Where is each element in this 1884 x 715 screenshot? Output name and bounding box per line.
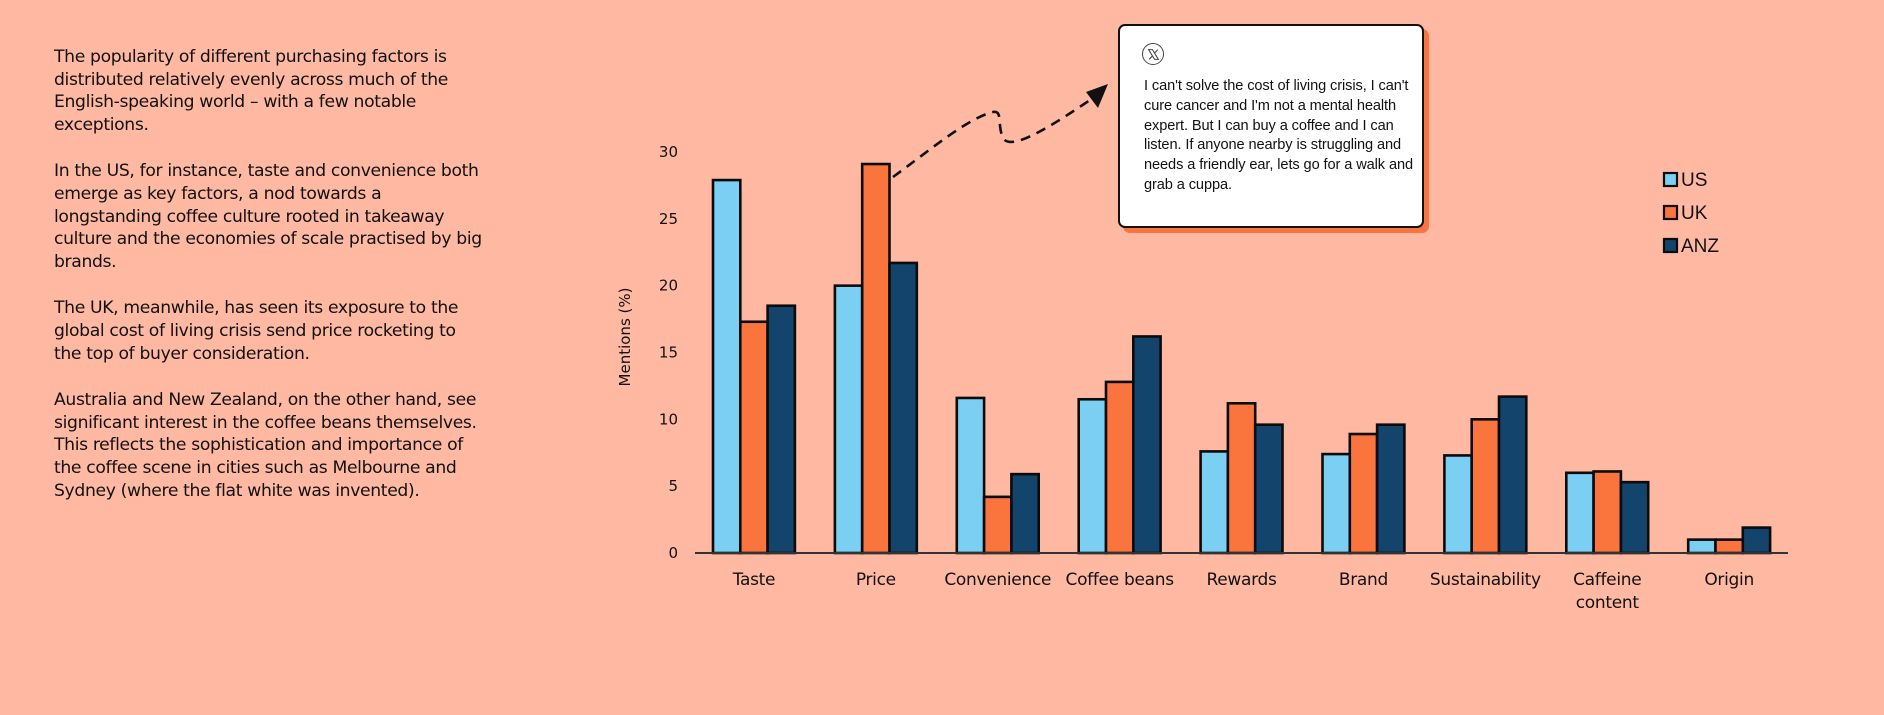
x-tick-label-line: Sustainability: [1430, 570, 1541, 590]
legend-swatch: [1662, 204, 1679, 221]
bar-anz: [1497, 395, 1528, 555]
x-tick-label-line: Coffee beans: [1066, 570, 1175, 590]
annotation-arrowhead-icon: [1086, 84, 1108, 108]
bar-us: [1321, 452, 1352, 555]
annotation-arrow-line: [892, 98, 1091, 179]
y-axis-title: Mentions (%): [616, 288, 634, 387]
bar-uk: [1348, 432, 1379, 555]
x-tick-label-line: Taste: [732, 570, 775, 590]
annotation-arrow: [892, 84, 1108, 179]
bar-uk: [1714, 538, 1745, 555]
bar-uk: [1592, 470, 1623, 555]
y-tick-label: 25: [659, 210, 678, 228]
bar-anz: [1375, 423, 1406, 555]
x-tick-label: Origin: [1704, 570, 1754, 590]
legend-item-us: US: [1662, 170, 1707, 191]
x-tick-label: Coffee beans: [1066, 570, 1175, 590]
bar-anz: [1741, 526, 1772, 555]
legend-label: ANZ: [1681, 236, 1719, 257]
y-tick-label: 20: [659, 277, 678, 295]
x-tick-label-line: content: [1576, 593, 1640, 613]
bar-group-sustainability: [1443, 395, 1528, 555]
x-tick-label-line: Origin: [1704, 570, 1754, 590]
bar-us: [955, 396, 986, 555]
bar-anz: [1619, 480, 1650, 555]
x-logo-glyph: [1147, 48, 1159, 60]
bar-us: [1686, 538, 1717, 555]
bar-us: [833, 284, 864, 555]
y-tick-label: 0: [668, 544, 678, 562]
bar-us: [711, 178, 742, 555]
bar-anz: [1253, 423, 1284, 555]
y-tick-label: 30: [659, 143, 678, 161]
y-tick-label: 10: [659, 410, 678, 428]
bar-uk: [1226, 401, 1257, 555]
legend: US UK ANZ: [1662, 170, 1719, 257]
x-tick-label: Caffeine content: [1573, 570, 1641, 613]
bar-group-convenience: [955, 396, 1041, 555]
bar-anz: [766, 304, 797, 555]
bar-group-coffee-beans: [1077, 335, 1162, 555]
bar-us: [1199, 450, 1230, 555]
x-tick-label: Convenience: [944, 570, 1051, 590]
y-axis: 0 5 10 15 20 25 30: [659, 143, 678, 562]
legend-item-uk: UK: [1662, 203, 1708, 224]
bar-anz: [1132, 335, 1162, 555]
bar-group-brand: [1321, 423, 1406, 555]
x-tick-label: Price: [856, 570, 896, 590]
narrative-paragraph: The popularity of different purchasing f…: [54, 47, 449, 135]
bar-uk: [1104, 380, 1135, 555]
x-axis-labels: Taste Price Convenience Coffee beans Rewards…: [732, 570, 1755, 613]
x-tick-label: Brand: [1339, 570, 1388, 590]
bar-us: [1443, 454, 1474, 555]
quote-card: I can't solve the cost of living crisis,…: [1118, 24, 1424, 228]
bar-anz: [888, 261, 919, 555]
legend-label: UK: [1681, 203, 1708, 224]
legend-swatch: [1662, 171, 1679, 188]
x-tick-label: Sustainability: [1430, 570, 1541, 590]
bar-anz: [1010, 472, 1041, 555]
bar-uk: [860, 162, 891, 555]
bar-group-caffeine-content: [1565, 470, 1650, 555]
bar-group-rewards: [1199, 401, 1284, 555]
bar-uk: [1470, 418, 1501, 555]
quote-text: I can't solve the cost of living crisis,…: [1144, 78, 1413, 193]
bar-group-taste: [711, 178, 797, 555]
x-tick-label-line: Caffeine: [1573, 570, 1641, 590]
bar-uk: [982, 495, 1013, 555]
narrative-paragraph: The UK, meanwhile, has seen its exposure…: [54, 298, 459, 364]
x-logo-icon[interactable]: [1142, 43, 1164, 65]
bar-uk: [738, 320, 769, 555]
y-tick-label: 5: [668, 477, 678, 495]
bar-us: [1077, 397, 1108, 555]
x-tick-label-line: Brand: [1339, 570, 1388, 590]
x-tick-label: Rewards: [1207, 570, 1278, 590]
x-tick-label: Taste: [732, 570, 775, 590]
y-tick-label: 15: [659, 344, 678, 362]
narrative-paragraph: In the US, for instance, taste and conve…: [54, 161, 482, 272]
x-tick-label-line: Rewards: [1207, 570, 1278, 590]
legend-label: US: [1681, 170, 1707, 191]
bar-us: [1565, 471, 1595, 555]
narrative-text: The popularity of different purchasing f…: [54, 46, 484, 526]
x-tick-label-line: Price: [856, 570, 896, 590]
legend-item-anz: ANZ: [1662, 236, 1719, 257]
bar-group-price: [833, 162, 919, 555]
bar-group-origin: [1686, 526, 1772, 555]
narrative-paragraph: Australia and New Zealand, on the other …: [54, 390, 477, 501]
legend-swatch: [1662, 237, 1679, 254]
x-tick-label-line: Convenience: [944, 570, 1051, 590]
